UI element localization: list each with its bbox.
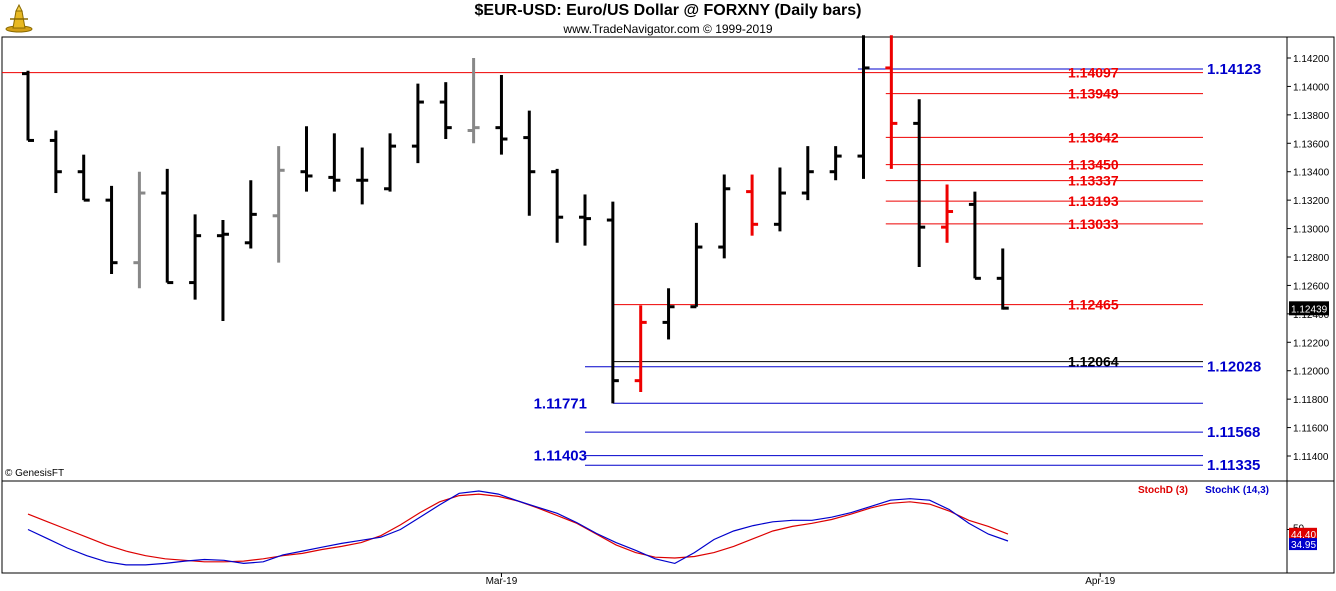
price-level-label: 1.13193 (1068, 193, 1119, 209)
last-price-label: 1.12439 (1291, 304, 1328, 315)
price-level-label: 1.13337 (1068, 173, 1119, 189)
stoch-k-legend: StochK (14,3) (1205, 485, 1269, 496)
price-tick-label: 1.13000 (1293, 225, 1330, 236)
stoch-panel-frame (1, 480, 1288, 574)
copyright-label: © GenesisFT (5, 468, 65, 479)
price-tick-label: 1.12800 (1293, 253, 1330, 264)
price-level-label: 1.14123 (1207, 61, 1261, 78)
price-tick-label: 1.14200 (1293, 54, 1330, 65)
price-tick-label: 1.12600 (1293, 281, 1330, 292)
price-tick-label: 1.12200 (1293, 338, 1330, 349)
price-level-label: 1.11335 (1207, 457, 1260, 474)
price-tick-label: 1.13800 (1293, 111, 1330, 122)
price-level-label: 1.13949 (1068, 86, 1119, 102)
last-price-badge (1289, 301, 1329, 316)
price-level-label: 1.13642 (1068, 129, 1119, 145)
trade-navigator-logo-icon (5, 3, 33, 33)
stoch-axis-frame (1286, 480, 1335, 574)
stoch-k-last-badge (1289, 538, 1317, 551)
chart-title: $EUR-USD: Euro/US Dollar @ FORXNY (Daily… (474, 2, 862, 19)
stoch-d-line (27, 493, 1009, 563)
price-level-label: 1.12465 (1068, 297, 1119, 313)
price-tick-label: 1.11800 (1293, 395, 1329, 406)
date-axis-label: Apr-19 (1085, 576, 1115, 587)
price-tick-label: 1.13200 (1293, 196, 1330, 207)
price-level-label: 1.11568 (1207, 424, 1260, 441)
price-tick-label: 1.11400 (1293, 452, 1329, 463)
price-level-label: 1.13450 (1068, 157, 1119, 173)
stoch-d-last-label: 44.40 (1291, 530, 1316, 541)
price-level-label: 1.12028 (1207, 359, 1261, 376)
price-level-label: 1.14097 (1068, 65, 1119, 81)
stoch-k-last-label: 34.95 (1291, 540, 1316, 551)
stoch-d-legend: StochD (3) (1138, 485, 1188, 496)
price-level-label: 1.11771 (534, 395, 587, 412)
price-tick-label: 1.12000 (1293, 367, 1330, 378)
stoch-k-line (27, 490, 1009, 566)
price-tick-label: 1.14000 (1293, 82, 1330, 93)
price-level-label: 1.13033 (1068, 216, 1119, 232)
price-tick-label: 1.13600 (1293, 139, 1330, 150)
price-tick-label: 1.12400 (1293, 310, 1330, 321)
price-tick-label: 1.13400 (1293, 168, 1330, 179)
price-level-label: 1.11403 (534, 448, 587, 465)
date-axis-label: Mar-19 (486, 576, 518, 587)
chart-subtitle: www.TradeNavigator.com © 1999-2019 (563, 22, 773, 36)
price-tick-label: 1.11600 (1293, 424, 1329, 435)
stoch-d-last-badge (1289, 527, 1317, 540)
price-level-label: 1.12064 (1068, 354, 1119, 370)
